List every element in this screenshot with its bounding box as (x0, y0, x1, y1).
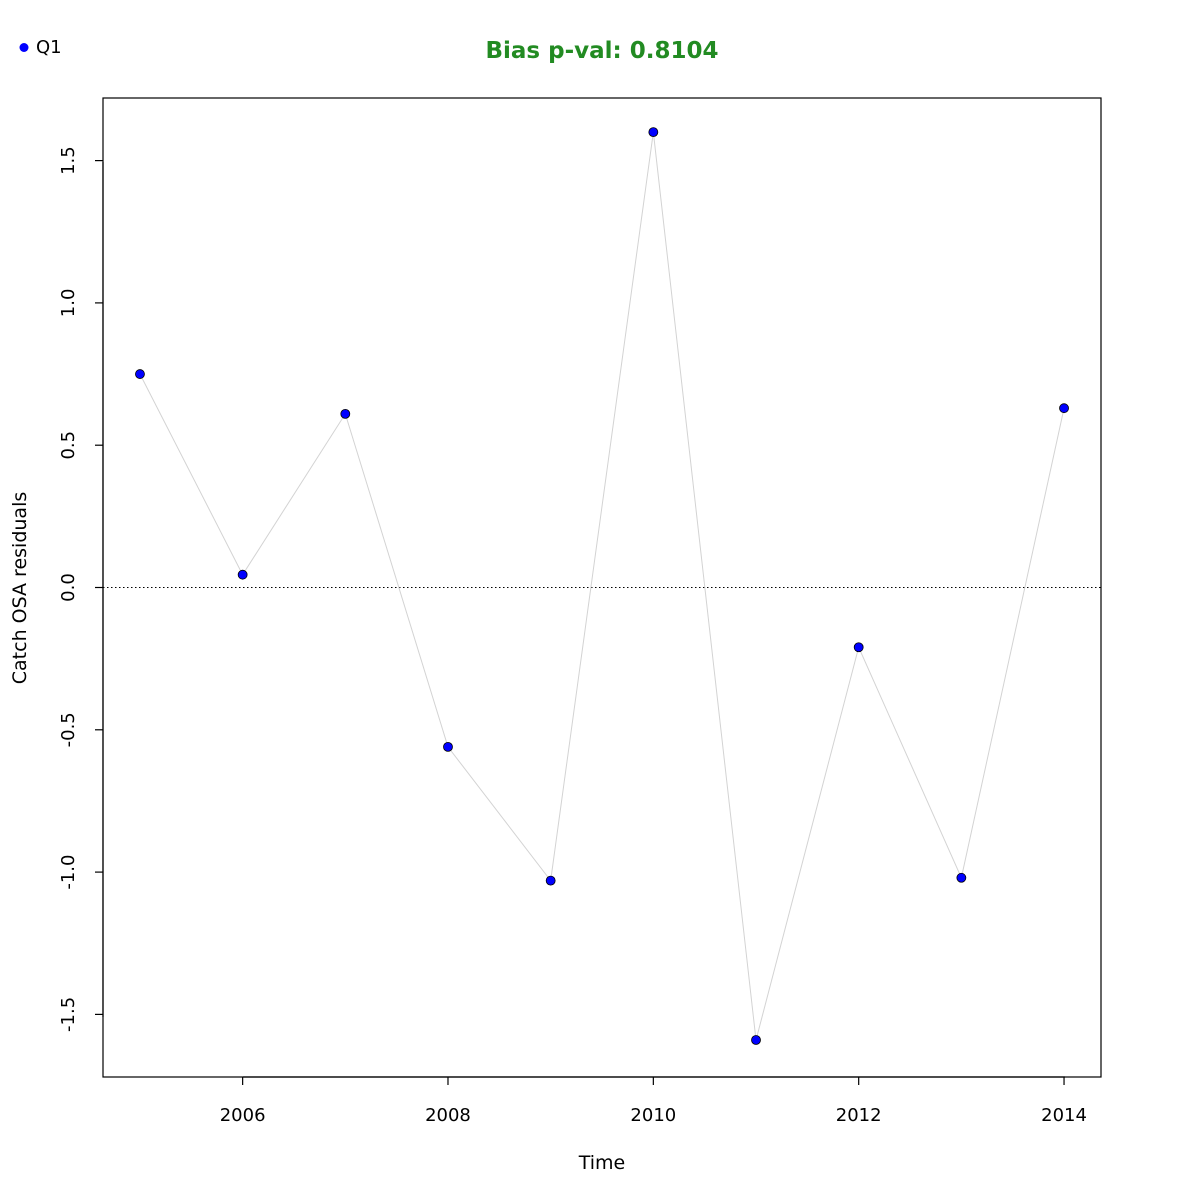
data-point-2010 (648, 127, 659, 138)
y-tick-label-3: 0.0 (58, 573, 79, 602)
y-tick-label-0: -1.5 (58, 997, 79, 1032)
y-tick-label-1: -1.0 (58, 855, 79, 890)
data-point-2011 (751, 1035, 761, 1045)
legend-label-q1: Q1 (36, 37, 62, 58)
x-tick-label-2008: 2008 (425, 1105, 471, 1126)
data-point-2014 (1059, 403, 1069, 414)
y-axis-label: Catch OSA residuals (9, 492, 31, 684)
data-point-2012 (853, 642, 864, 653)
data-point-2008 (443, 741, 453, 752)
series-line-Q1 (139, 132, 1065, 1041)
points-group (135, 127, 1069, 1045)
data-point-2007 (340, 408, 351, 419)
y-axis: -1.5 -1.0 -0.5 0.0 0.5 1.0 1.5 (58, 146, 104, 1032)
x-tick-label-2010: 2010 (630, 1105, 676, 1126)
series-line-group (139, 132, 1065, 1041)
y-tick-label-4: 0.5 (58, 431, 79, 460)
x-tick-label-2012: 2012 (836, 1105, 882, 1126)
data-point-2006 (237, 569, 248, 580)
y-tick-label-2: -0.5 (58, 712, 79, 747)
chart-title: Bias p-val: 0.8104 (486, 38, 719, 64)
data-point-2009 (545, 875, 556, 886)
legend: Q1 (19, 37, 62, 58)
data-point-2013 (956, 872, 967, 883)
data-point-2005 (135, 369, 145, 379)
x-tick-label-2006: 2006 (220, 1105, 266, 1126)
y-tick-label-6: 1.5 (58, 146, 79, 175)
x-tick-label-2014: 2014 (1041, 1105, 1087, 1126)
legend-marker-q1 (19, 43, 29, 52)
x-axis: 2006 2008 2010 2012 2014 (220, 1076, 1087, 1126)
y-tick-label-5: 1.0 (58, 289, 79, 318)
x-axis-label: Time (578, 1152, 626, 1174)
